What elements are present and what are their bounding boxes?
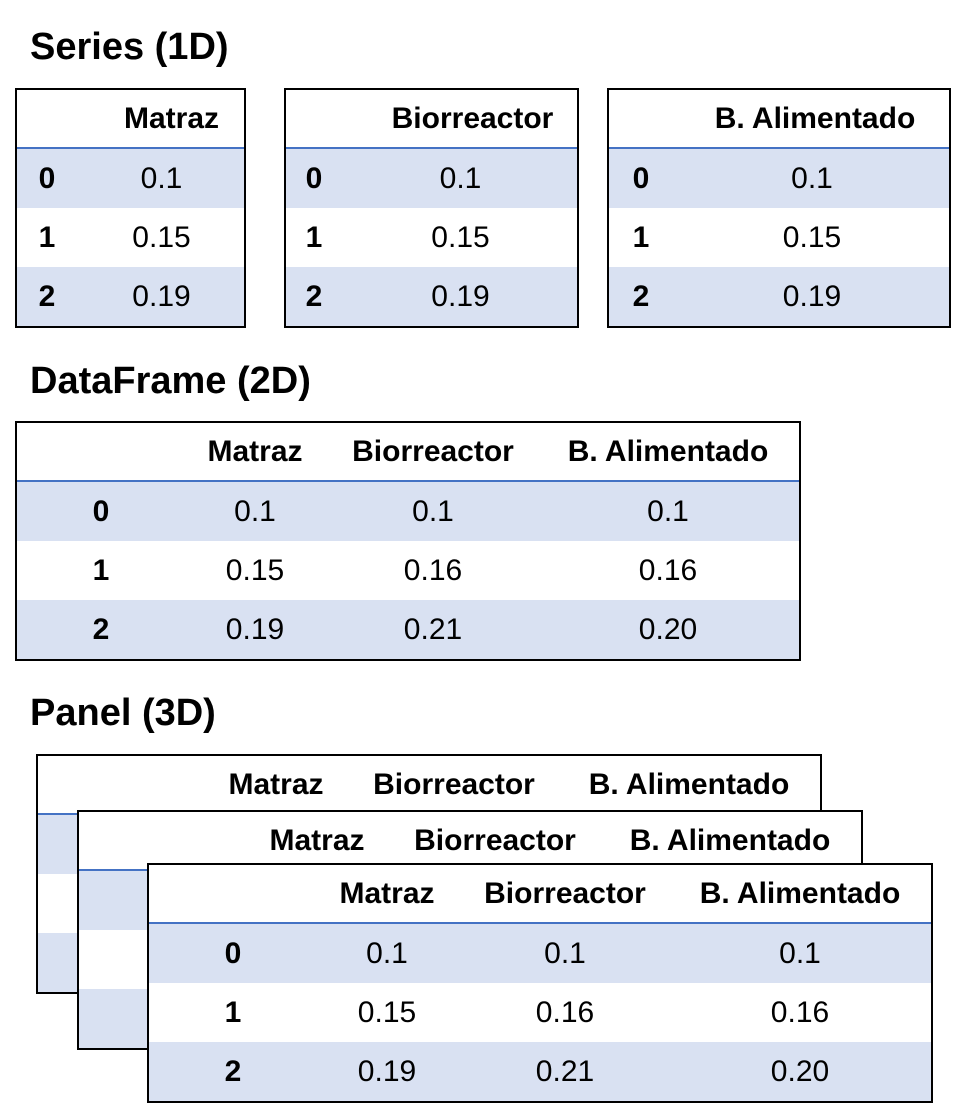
table-header-row: B. Alimentado xyxy=(609,90,949,149)
table-header-row: Matraz Biorreactor B. Alimentado xyxy=(149,865,931,924)
column-header: Biorreactor xyxy=(373,767,535,801)
cell-value: 0.19 xyxy=(132,279,191,313)
row-index: 0 xyxy=(92,494,110,528)
column-header: Biorreactor xyxy=(352,434,514,468)
table-row: 0 0.1 0.1 0.1 xyxy=(149,924,931,983)
table-row: 0 0.1 xyxy=(17,149,244,208)
dataframe-section-title: DataFrame (2D) xyxy=(30,360,311,402)
row-index: 0 xyxy=(305,161,323,195)
cell-value: 0.16 xyxy=(403,553,463,587)
cell-value: 0.20 xyxy=(638,612,698,646)
cell-value: 0.21 xyxy=(403,612,463,646)
table-row: 2 0.19 xyxy=(609,267,949,326)
column-header: Matraz xyxy=(123,101,220,135)
row-index: 1 xyxy=(92,553,110,587)
series-table-matraz: Matraz 0 0.1 1 0.15 2 0.19 xyxy=(15,88,246,328)
row-index: 2 xyxy=(305,279,323,313)
row-index: 2 xyxy=(632,279,650,313)
panel-layer-front: Matraz Biorreactor B. Alimentado 0 0.1 0… xyxy=(147,863,933,1103)
table-row: 0 0.1 xyxy=(286,149,577,208)
column-header: B. Alimentado xyxy=(714,101,916,135)
row-index: 1 xyxy=(224,995,242,1029)
cell-value: 0.15 xyxy=(132,220,191,254)
cell-value: 0.19 xyxy=(431,279,490,313)
cell-value: 0.16 xyxy=(770,995,830,1029)
row-index: 0 xyxy=(38,161,56,195)
column-header: Matraz xyxy=(207,434,303,468)
column-header: Matraz xyxy=(228,767,324,801)
table-row: 2 0.19 xyxy=(286,267,577,326)
cell-value: 0.1 xyxy=(366,936,408,970)
cell-value: 0.1 xyxy=(234,494,276,528)
series-table-b-alimentado: B. Alimentado 0 0.1 1 0.15 2 0.19 xyxy=(607,88,951,328)
table-row: 1 0.15 xyxy=(286,208,577,267)
table-row: 2 0.19 xyxy=(17,267,244,326)
table-header-row: Matraz Biorreactor B. Alimentado xyxy=(38,756,820,815)
column-header: Biorreactor xyxy=(414,823,576,857)
row-index: 2 xyxy=(92,612,110,646)
cell-value: 0.20 xyxy=(770,1054,830,1088)
table-header-row: Biorreactor xyxy=(286,90,577,149)
cell-value: 0.16 xyxy=(638,553,698,587)
cell-value: 0.15 xyxy=(782,220,842,254)
cell-value: 0.1 xyxy=(412,494,454,528)
cell-value: 0.19 xyxy=(225,612,285,646)
cell-value: 0.15 xyxy=(357,995,417,1029)
series-section-title: Series (1D) xyxy=(30,26,229,68)
row-index: 2 xyxy=(38,279,56,313)
column-header: B. Alimentado xyxy=(699,876,901,910)
table-row: 2 0.19 0.21 0.20 xyxy=(149,1042,931,1101)
cell-value: 0.19 xyxy=(357,1054,417,1088)
row-index: 0 xyxy=(632,161,650,195)
cell-value: 0.1 xyxy=(791,161,833,195)
row-index: 0 xyxy=(224,936,242,970)
column-header: B. Alimentado xyxy=(629,823,831,857)
column-header: Matraz xyxy=(339,876,435,910)
column-header: B. Alimentado xyxy=(567,434,769,468)
column-header: Biorreactor xyxy=(391,101,554,135)
cell-value: 0.16 xyxy=(535,995,595,1029)
table-row: 1 0.15 0.16 0.16 xyxy=(149,983,931,1042)
cell-value: 0.15 xyxy=(225,553,285,587)
row-index: 2 xyxy=(224,1054,242,1088)
cell-value: 0.1 xyxy=(544,936,586,970)
series-table-biorreactor: Biorreactor 0 0.1 1 0.15 2 0.19 xyxy=(284,88,579,328)
cell-value: 0.1 xyxy=(140,161,183,195)
row-index: 1 xyxy=(632,220,650,254)
panel-section-title: Panel (3D) xyxy=(30,692,216,734)
cell-value: 0.1 xyxy=(439,161,482,195)
table-row: 0 0.1 0.1 0.1 xyxy=(17,482,799,541)
table-row: 1 0.15 xyxy=(17,208,244,267)
column-header: Matraz xyxy=(269,823,365,857)
table-row: 1 0.15 0.16 0.16 xyxy=(17,541,799,600)
table-header-row: Matraz xyxy=(17,90,244,149)
table-row: 2 0.19 0.21 0.20 xyxy=(17,600,799,659)
dataframe-table: Matraz Biorreactor B. Alimentado 0 0.1 0… xyxy=(15,421,801,661)
row-index: 1 xyxy=(305,220,323,254)
cell-value: 0.1 xyxy=(647,494,689,528)
cell-value: 0.19 xyxy=(782,279,842,313)
table-row: 1 0.15 xyxy=(609,208,949,267)
row-index: 1 xyxy=(38,220,56,254)
table-row: 0 0.1 xyxy=(609,149,949,208)
column-header: B. Alimentado xyxy=(588,767,790,801)
cell-value: 0.21 xyxy=(535,1054,595,1088)
cell-value: 0.15 xyxy=(431,220,490,254)
table-header-row: Matraz Biorreactor B. Alimentado xyxy=(17,423,799,482)
column-header: Biorreactor xyxy=(484,876,646,910)
cell-value: 0.1 xyxy=(779,936,821,970)
